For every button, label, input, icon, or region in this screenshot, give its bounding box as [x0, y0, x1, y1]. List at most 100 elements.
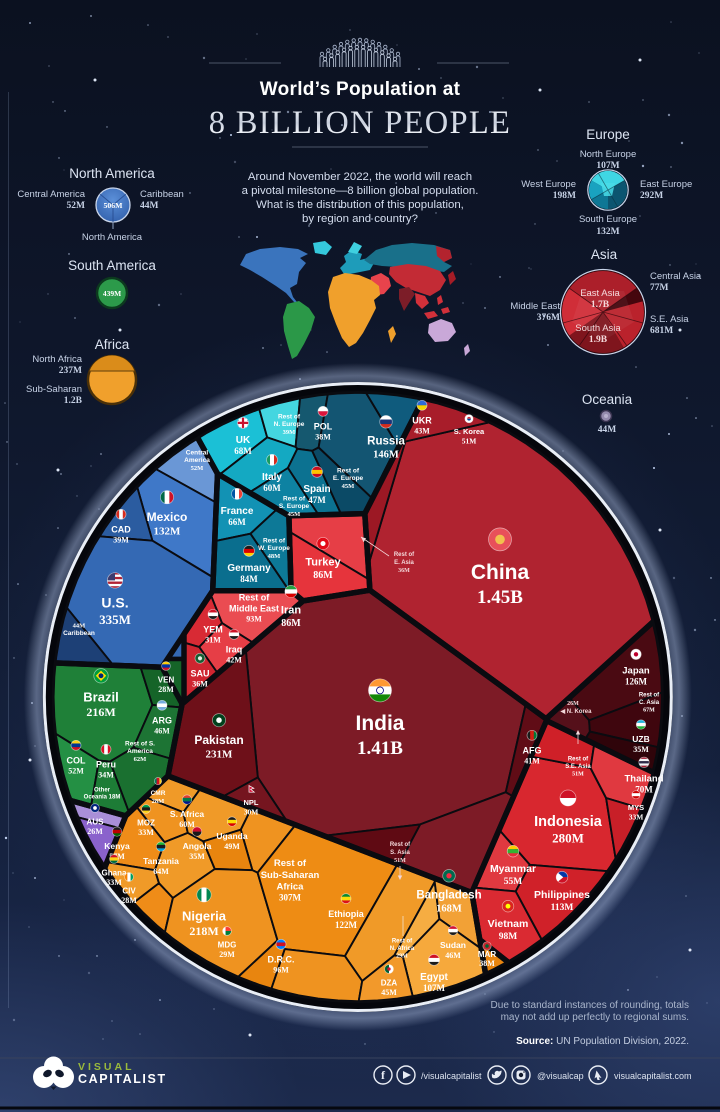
svg-text:CAD: CAD	[111, 525, 131, 535]
svg-text:33M: 33M	[629, 812, 644, 821]
svg-text:26M: 26M	[567, 701, 579, 707]
svg-text:UZB: UZB	[632, 734, 649, 744]
svg-text:E. Europe: E. Europe	[333, 475, 364, 482]
svg-text:439M: 439M	[103, 289, 121, 298]
svg-text:Africa: Africa	[95, 337, 130, 352]
svg-text:1.2B: 1.2B	[64, 396, 83, 406]
svg-text:39M: 39M	[283, 429, 296, 436]
svg-text:681M: 681M	[650, 326, 673, 336]
svg-text:45M: 45M	[381, 988, 397, 997]
svg-text:216M: 216M	[86, 705, 115, 719]
svg-text:North Africa: North Africa	[32, 354, 82, 365]
svg-text:Philippines: Philippines	[534, 889, 590, 901]
svg-text:Middle East: Middle East	[229, 604, 279, 614]
svg-text:Spain: Spain	[303, 484, 330, 495]
svg-text:UK: UK	[236, 435, 251, 446]
svg-text:335M: 335M	[99, 612, 131, 627]
svg-text:East Asia: East Asia	[580, 288, 620, 299]
svg-text:Indonesia: Indonesia	[534, 814, 603, 830]
svg-text:by region and country?: by region and country?	[302, 213, 418, 225]
svg-text:43M: 43M	[414, 427, 430, 436]
svg-text:Source: UN Population Division: Source: UN Population Division, 2022.	[516, 1036, 689, 1047]
svg-text:1.45B: 1.45B	[477, 587, 523, 608]
svg-text:44M: 44M	[73, 622, 86, 629]
svg-text:48M: 48M	[268, 553, 281, 560]
svg-text:280M: 280M	[552, 830, 584, 845]
svg-text:Due to standard instances of r: Due to standard instances of rounding, t…	[491, 1000, 689, 1011]
svg-text:COL: COL	[67, 756, 87, 766]
svg-text:MOZ: MOZ	[137, 818, 155, 827]
svg-text:292M: 292M	[640, 191, 663, 201]
svg-text:107M: 107M	[596, 161, 619, 171]
svg-text:Rest of: Rest of	[283, 495, 306, 502]
svg-text:146M: 146M	[373, 450, 399, 461]
svg-text:168M: 168M	[436, 904, 462, 915]
svg-text:41M: 41M	[524, 757, 540, 766]
svg-text:UKR: UKR	[412, 416, 432, 426]
svg-text:31M: 31M	[205, 636, 221, 645]
svg-text:France: France	[221, 506, 254, 517]
svg-text:North America: North America	[69, 166, 155, 181]
svg-text:66M: 66M	[228, 517, 246, 527]
svg-text:Central Asia: Central Asia	[650, 271, 702, 282]
svg-text:28M: 28M	[121, 896, 137, 905]
svg-text:Japan: Japan	[622, 665, 650, 676]
svg-text:World’s Population at: World’s Population at	[260, 79, 461, 100]
svg-text:Sub-Saharan: Sub-Saharan	[261, 870, 320, 881]
svg-text:52M: 52M	[67, 201, 86, 211]
svg-text:S.E. Asia: S.E. Asia	[650, 314, 689, 325]
svg-text:S. Africa: S. Africa	[170, 809, 204, 819]
svg-text:46M: 46M	[445, 951, 461, 960]
svg-text:39M: 39M	[113, 536, 129, 545]
svg-text:60M: 60M	[179, 820, 195, 829]
svg-text:Peru: Peru	[96, 760, 116, 770]
svg-text:Rest of: Rest of	[390, 842, 411, 848]
svg-text:98M: 98M	[499, 932, 518, 942]
svg-text:America: America	[127, 748, 153, 755]
svg-text:67M: 67M	[643, 707, 655, 713]
svg-text:Oceania 18M: Oceania 18M	[84, 795, 121, 801]
svg-text:62M: 62M	[134, 756, 147, 763]
svg-text:Bangladesh: Bangladesh	[416, 890, 481, 902]
svg-text:46M: 46M	[154, 727, 170, 736]
svg-text:28M: 28M	[152, 798, 165, 805]
svg-text:64M: 64M	[153, 867, 169, 876]
svg-text:Middle East: Middle East	[510, 301, 560, 312]
svg-text:51M: 51M	[462, 436, 477, 445]
svg-text:Around November 2022, the worl: Around November 2022, the world will rea…	[248, 171, 472, 183]
svg-text:28M: 28M	[158, 685, 174, 694]
svg-text:132M: 132M	[596, 227, 619, 237]
svg-text:44M: 44M	[140, 201, 159, 211]
svg-text:South Europe: South Europe	[579, 214, 637, 225]
svg-text:America: America	[184, 457, 210, 464]
svg-text:1.41B: 1.41B	[357, 738, 403, 759]
svg-text:35M: 35M	[189, 852, 205, 861]
svg-text:Sub-Saharan: Sub-Saharan	[26, 384, 82, 395]
svg-text:What is the distribution of th: What is the distribution of this populat…	[256, 199, 464, 211]
svg-text:CMR: CMR	[151, 790, 166, 797]
svg-text:Rest of: Rest of	[568, 757, 589, 763]
svg-text:YEM: YEM	[203, 625, 223, 635]
svg-text:113M: 113M	[551, 903, 574, 913]
svg-text:@visualcap: @visualcap	[537, 1071, 584, 1081]
svg-text:visualcapitalist.com: visualcapitalist.com	[614, 1071, 692, 1081]
svg-text:51M: 51M	[572, 771, 584, 777]
svg-text:70M: 70M	[635, 784, 653, 794]
svg-text:N. Africa: N. Africa	[390, 946, 415, 952]
svg-text:38M: 38M	[315, 433, 331, 442]
svg-text:35M: 35M	[633, 745, 649, 754]
svg-text:Russia: Russia	[367, 436, 405, 448]
svg-text:MYS: MYS	[628, 803, 644, 812]
svg-text:8 BILLION PEOPLE: 8 BILLION PEOPLE	[209, 105, 511, 141]
svg-text:Rest of: Rest of	[278, 413, 301, 420]
svg-text:Rest of S.: Rest of S.	[125, 740, 155, 747]
svg-text:MDG: MDG	[218, 940, 237, 949]
svg-text:218M: 218M	[189, 924, 218, 938]
svg-text:33M: 33M	[106, 878, 122, 887]
svg-text:ARG: ARG	[152, 716, 172, 726]
svg-text:f: f	[381, 1068, 386, 1082]
svg-text:may not add up perfectly to re: may not add up perfectly to regional sum…	[501, 1012, 689, 1023]
svg-text:86M: 86M	[281, 618, 301, 629]
svg-text:Ethiopia: Ethiopia	[328, 909, 364, 919]
svg-text:AUS: AUS	[87, 817, 105, 826]
